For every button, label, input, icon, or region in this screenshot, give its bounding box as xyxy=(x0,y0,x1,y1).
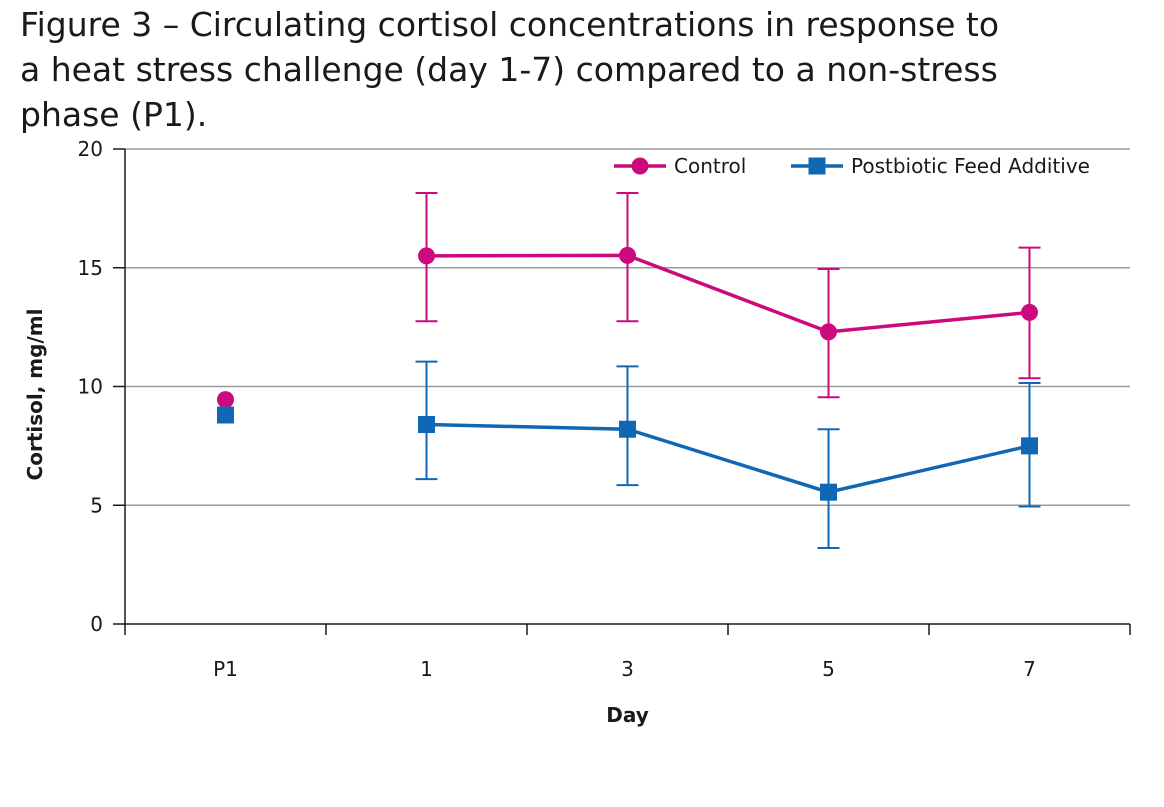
data-point-postbiotic-feed-additive-1 xyxy=(418,416,435,433)
legend: Control Postbiotic Feed Additive xyxy=(614,154,1090,178)
y-tick-label-0: 0 xyxy=(90,612,103,636)
x-tick-label-p1: P1 xyxy=(213,657,238,681)
y-tick-label-10: 10 xyxy=(78,375,103,399)
data-point-control-5 xyxy=(820,323,837,341)
legend-label-postbiotic-feed-additive: Postbiotic Feed Additive xyxy=(851,154,1090,178)
legend-item-postbiotic-feed-additive: Postbiotic Feed Additive xyxy=(791,154,1090,178)
series-control xyxy=(217,191,1041,409)
data-point-postbiotic-feed-additive-p1 xyxy=(217,406,234,424)
x-tick-labels: P1 1 3 5 7 xyxy=(124,624,1131,681)
data-point-postbiotic-feed-additive-7 xyxy=(1021,437,1038,455)
x-axis-title: Day xyxy=(606,703,649,727)
y-tick-label-20: 20 xyxy=(78,137,103,161)
legend-marker-postbiotic-feed-additive xyxy=(808,157,826,175)
data-point-postbiotic-feed-additive-3 xyxy=(619,420,636,438)
x-tick-label-3: 3 xyxy=(621,657,634,681)
legend-marker-control xyxy=(631,157,649,175)
x-tick-label-5: 5 xyxy=(822,657,835,681)
data-point-control-1 xyxy=(418,247,435,265)
chart-title: Figure 3 – Circulating cortisol concentr… xyxy=(20,5,1000,134)
series-line-control xyxy=(426,253,1030,334)
legend-item-control: Control xyxy=(614,154,746,178)
x-tick-label-1: 1 xyxy=(420,657,433,681)
data-point-control-3 xyxy=(619,246,636,264)
data-point-control-p1 xyxy=(217,391,234,409)
data-point-control-7 xyxy=(1021,303,1038,321)
series-line-postbiotic-feed-additive xyxy=(426,422,1030,494)
data-point-postbiotic-feed-additive-5 xyxy=(820,483,837,501)
legend-label-control: Control xyxy=(674,154,746,178)
y-tick-label-5: 5 xyxy=(90,493,103,517)
x-tick-label-7: 7 xyxy=(1023,657,1036,681)
y-tick-labels: 0 5 10 15 20 xyxy=(78,137,125,636)
series-postbiotic-feed-additive xyxy=(217,360,1041,549)
y-axis-title: Cortisol, mg/ml xyxy=(23,309,47,481)
series-layer xyxy=(217,191,1041,549)
y-tick-label-15: 15 xyxy=(78,256,103,280)
